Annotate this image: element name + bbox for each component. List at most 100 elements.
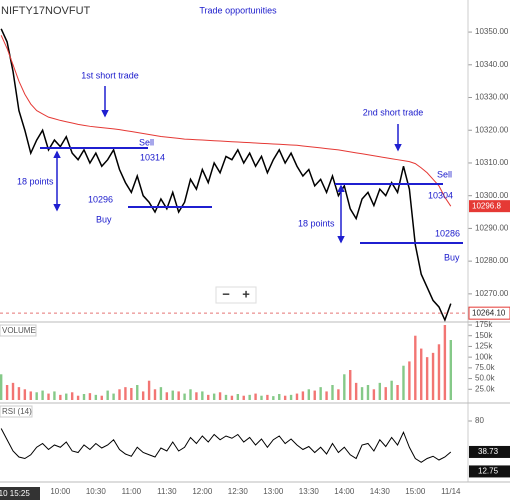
- x-tick-label: 11:00: [122, 487, 142, 496]
- line: [0, 428, 452, 463]
- volume-bar: [378, 382, 382, 400]
- volume-bar: [118, 389, 121, 400]
- volume-bar: [17, 387, 21, 400]
- volume-bar: [189, 389, 192, 400]
- volume-bar: [218, 392, 222, 400]
- zoom-control: [215, 286, 257, 304]
- y-tick-label: 10320.00: [475, 125, 509, 134]
- volume-bar: [396, 385, 399, 400]
- volume-bar: [266, 394, 269, 400]
- annotations: 1st short trade Sell 10314 18 points 102…: [17, 70, 463, 262]
- volume-bar: [70, 392, 74, 400]
- price-box: [468, 306, 510, 320]
- annotation: 10296: [88, 194, 113, 204]
- volume-bar: [349, 370, 352, 400]
- annotation: 10286: [435, 228, 460, 238]
- volume-bar: [88, 393, 92, 400]
- annotation: 18 points: [298, 218, 335, 228]
- volume-bar: [372, 389, 376, 400]
- volume-bar: [224, 394, 228, 400]
- volume-bar: [295, 393, 299, 400]
- volume-bar: [307, 389, 311, 400]
- volume-bar: [65, 393, 68, 400]
- volume-bar: [301, 391, 305, 400]
- axis-labels: 10:00 10:30 11:00 11:30 12:00 12:30 13:00 13:30…: [50, 27, 510, 496]
- volume-bar: [136, 385, 139, 400]
- volume-bar: [165, 392, 169, 400]
- x-tick-label: 13:30: [299, 487, 320, 496]
- marks: [0, 28, 468, 463]
- volume-bar: [319, 387, 322, 400]
- annotation: 2nd short trade: [363, 107, 424, 117]
- volume-bar: [236, 394, 240, 400]
- volume-bar: [159, 387, 163, 400]
- y-tick-label: 175k: [475, 320, 493, 329]
- volume-bar: [147, 380, 151, 400]
- volume-bar: [283, 395, 287, 400]
- y-tick-label: 10330.00: [475, 93, 509, 102]
- annotation: 1st short trade: [81, 70, 139, 80]
- volume-bar: [313, 390, 316, 400]
- volume-bar: [248, 394, 251, 400]
- x-tick-label: 10:30: [86, 487, 107, 496]
- pane-label: RSI (14): [2, 407, 32, 416]
- volume-bar: [331, 385, 334, 400]
- volume-bar: [272, 396, 275, 400]
- volume-bar: [141, 391, 145, 400]
- line: [0, 35, 452, 207]
- x-tick-label: 14:30: [370, 487, 391, 496]
- y-tick-label: 75.0k: [475, 363, 496, 372]
- x-tick-label: 10:00: [50, 487, 71, 496]
- volume-bar: [11, 382, 15, 400]
- volume-bar: [414, 335, 417, 400]
- zoom-out[interactable]: −: [222, 286, 230, 301]
- x-tick-label: 11/14: [441, 487, 461, 496]
- chart-title: Trade opportunities: [199, 5, 277, 15]
- volume-bar: [76, 395, 80, 400]
- volume-bar: [82, 394, 86, 400]
- line: [0, 28, 452, 323]
- y-tick-label: 125k: [475, 342, 493, 351]
- volume-bar: [402, 365, 405, 400]
- volume-bar: [94, 394, 98, 400]
- y-tick-label: 10350.00: [475, 27, 509, 36]
- volume-bar: [449, 340, 453, 400]
- volume-bar: [29, 391, 32, 400]
- volume-bar: [230, 395, 234, 400]
- volume-bar: [153, 389, 157, 400]
- volume-bar: [47, 393, 50, 400]
- volume-bar: [360, 387, 364, 400]
- symbol: NIFTY17NOVFUT: [1, 5, 91, 17]
- volume-bar: [201, 391, 204, 400]
- cursor-time-box: [0, 487, 40, 500]
- volume-bar: [254, 393, 257, 400]
- x-tick-label: 12:30: [228, 487, 249, 496]
- annotation: 18 points: [17, 176, 54, 186]
- zoom-in[interactable]: +: [242, 286, 250, 301]
- annotation: 10304: [428, 190, 453, 200]
- x-tick-label: 12:00: [192, 487, 213, 496]
- y-tick-label: 10310.00: [475, 158, 509, 167]
- annotation: Buy: [96, 214, 112, 224]
- volume-bar: [177, 391, 180, 400]
- y-tick-label: 150k: [475, 331, 493, 340]
- rsi-lower-label: 12.75: [478, 467, 499, 476]
- x-tick-label: 15:00: [405, 487, 426, 496]
- volume-bar: [212, 393, 216, 400]
- x-tick-label: 13:00: [263, 487, 284, 496]
- volume-bar: [23, 389, 27, 400]
- pane-label-box: [0, 405, 33, 418]
- volume-bar: [106, 390, 109, 400]
- rsi-label: 38.73: [478, 447, 499, 456]
- rsi-box: [469, 465, 510, 478]
- volume-bar: [53, 391, 56, 400]
- volume-bar: [325, 391, 328, 400]
- volume-bar: [260, 395, 263, 400]
- x-tick-label: 14:00: [334, 487, 355, 496]
- rsi-box: [469, 445, 510, 458]
- volume-bar: [337, 389, 340, 400]
- pane-label-box: [0, 324, 37, 337]
- annotation: Sell: [139, 137, 154, 147]
- volume-bar: [437, 344, 441, 400]
